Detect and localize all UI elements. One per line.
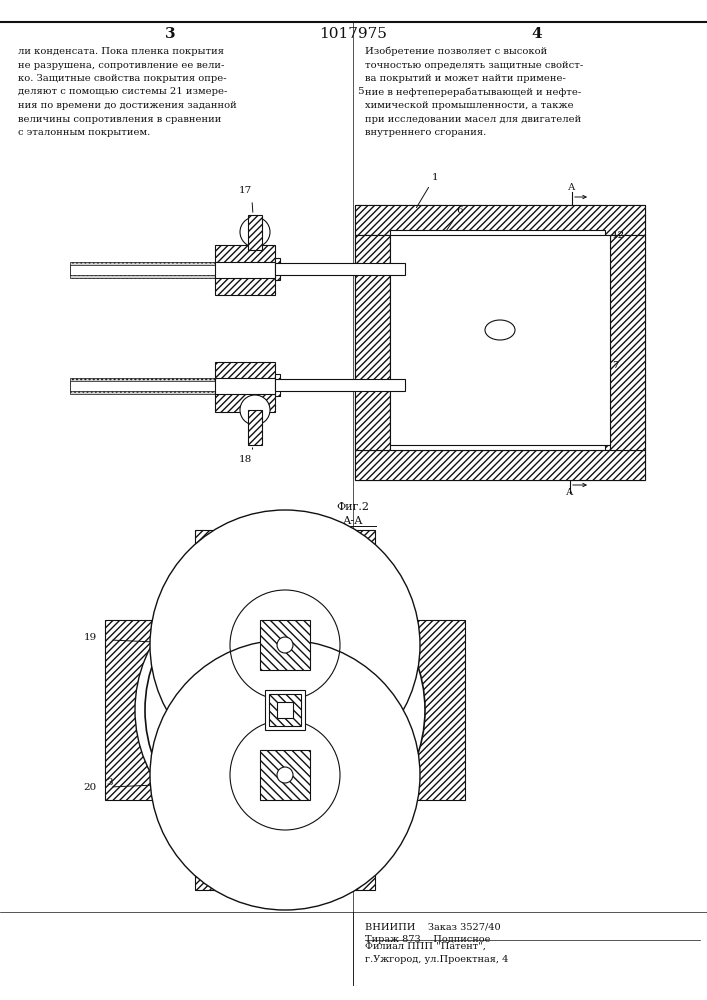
Bar — [390, 235, 610, 445]
Bar — [275, 258, 280, 280]
Text: Филиал ППП "Патент",: Филиал ППП "Патент", — [365, 942, 486, 951]
Bar — [105, 620, 175, 800]
Text: 3: 3 — [165, 27, 175, 41]
Circle shape — [145, 570, 425, 850]
Text: Фиг.3: Фиг.3 — [223, 868, 257, 878]
Bar — [70, 378, 225, 394]
Bar — [355, 235, 390, 450]
Text: ко. Защитные свойства покрытия опре-: ко. Защитные свойства покрытия опре- — [18, 74, 227, 83]
Bar — [195, 820, 375, 890]
Text: Фиг.2: Фиг.2 — [337, 502, 370, 512]
Text: 1: 1 — [432, 173, 438, 182]
Text: величины сопротивления в сравнении: величины сопротивления в сравнении — [18, 114, 221, 123]
Ellipse shape — [485, 320, 515, 340]
Bar — [355, 205, 645, 480]
Bar — [275, 263, 405, 275]
Bar — [355, 205, 645, 235]
Text: химической промышленности, а также: химической промышленности, а также — [365, 101, 573, 110]
Bar — [275, 374, 280, 396]
Text: 18: 18 — [238, 455, 252, 464]
Circle shape — [240, 395, 270, 425]
Bar — [215, 378, 275, 394]
Text: 1: 1 — [290, 700, 297, 709]
Bar — [215, 262, 275, 278]
Text: А-А: А-А — [343, 516, 363, 526]
Bar — [395, 620, 465, 800]
Text: при исследовании масел для двигателей: при исследовании масел для двигателей — [365, 114, 581, 123]
Text: точностью определять защитные свойст-: точностью определять защитные свойст- — [365, 60, 583, 70]
Bar — [215, 245, 275, 295]
Circle shape — [277, 637, 293, 653]
Text: 1017975: 1017975 — [319, 27, 387, 41]
Text: внутреннего сгорания.: внутреннего сгорания. — [365, 128, 486, 137]
Bar — [610, 235, 645, 450]
Bar — [70, 262, 225, 278]
Text: 20: 20 — [83, 783, 97, 792]
Bar — [248, 215, 262, 250]
Text: А: А — [566, 488, 573, 497]
Text: с эталонным покрытием.: с эталонным покрытием. — [18, 128, 151, 137]
Bar — [70, 265, 225, 275]
Bar — [195, 530, 375, 600]
Bar — [355, 450, 645, 480]
Circle shape — [135, 575, 405, 845]
Text: ВНИИПИ    Заказ 3527/40: ВНИИПИ Заказ 3527/40 — [365, 922, 501, 931]
Bar — [70, 381, 225, 391]
Text: ние в нефтеперерабатывающей и нефте-: ние в нефтеперерабатывающей и нефте- — [365, 88, 581, 97]
Bar — [215, 362, 275, 412]
Text: 3: 3 — [107, 778, 113, 787]
Text: 17: 17 — [238, 186, 252, 195]
Text: 1: 1 — [276, 543, 284, 552]
Text: не разрушена, сопротивление ее вели-: не разрушена, сопротивление ее вели- — [18, 60, 224, 70]
Text: 13: 13 — [505, 330, 518, 340]
Text: Тираж 873    Подписное: Тираж 873 Подписное — [365, 935, 491, 944]
Bar — [275, 379, 405, 391]
Text: г.Ужгород, ул.Проектная, 4: г.Ужгород, ул.Проектная, 4 — [365, 955, 508, 964]
Text: ва покрытий и может найти примене-: ва покрытий и может найти примене- — [365, 74, 566, 83]
Text: 7: 7 — [612, 361, 619, 370]
Text: 5: 5 — [357, 88, 363, 97]
Text: 19: 19 — [83, 633, 97, 642]
Text: ния по времени до достижения заданной: ния по времени до достижения заданной — [18, 101, 237, 110]
Circle shape — [240, 217, 270, 247]
Text: Изобретение позволяет с высокой: Изобретение позволяет с высокой — [365, 47, 547, 56]
Bar — [248, 410, 262, 445]
Text: 4: 4 — [532, 27, 542, 41]
Text: 12: 12 — [612, 231, 625, 240]
Text: 6: 6 — [456, 206, 462, 215]
Text: ли конденсата. Пока пленка покрытия: ли конденсата. Пока пленка покрытия — [18, 47, 224, 56]
Circle shape — [277, 767, 293, 783]
Bar — [390, 230, 605, 450]
Text: 11: 11 — [305, 623, 318, 632]
Text: 10: 10 — [315, 633, 328, 642]
Text: деляют с помощью системы 21 измере-: деляют с помощью системы 21 измере- — [18, 88, 228, 97]
Circle shape — [150, 640, 420, 910]
Bar — [265, 690, 305, 730]
Text: А: А — [568, 183, 575, 192]
Circle shape — [150, 510, 420, 780]
Bar — [277, 702, 293, 718]
